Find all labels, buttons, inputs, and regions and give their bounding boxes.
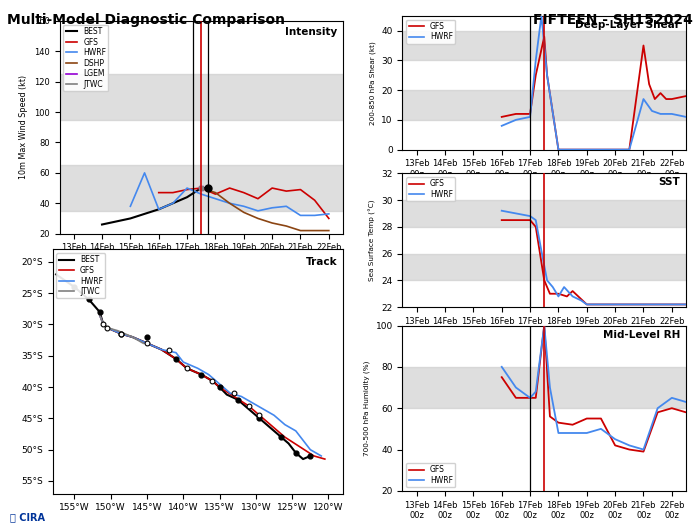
Text: SST: SST bbox=[659, 177, 680, 187]
Point bbox=[181, 364, 193, 373]
Point bbox=[116, 330, 127, 338]
Point bbox=[228, 389, 239, 397]
Bar bbox=[402, 367, 686, 408]
Point bbox=[94, 308, 105, 316]
Text: Deep-Layer Shear: Deep-Layer Shear bbox=[575, 20, 680, 30]
Text: Ⓝ CIRA: Ⓝ CIRA bbox=[10, 512, 46, 522]
Point bbox=[254, 411, 265, 419]
Point bbox=[170, 355, 181, 363]
Point bbox=[232, 395, 244, 404]
Legend: GFS, HWRF: GFS, HWRF bbox=[406, 19, 455, 44]
Bar bbox=[60, 165, 343, 211]
Y-axis label: 700-500 hPa Humidity (%): 700-500 hPa Humidity (%) bbox=[363, 361, 370, 456]
Y-axis label: 10m Max Wind Speed (kt): 10m Max Wind Speed (kt) bbox=[20, 75, 28, 180]
Point bbox=[69, 283, 80, 291]
Legend: BEST, GFS, HWRF, JTWC: BEST, GFS, HWRF, JTWC bbox=[56, 253, 105, 298]
Point bbox=[163, 345, 174, 354]
Point bbox=[141, 333, 153, 341]
Legend: GFS, HWRF: GFS, HWRF bbox=[406, 177, 455, 201]
Point bbox=[206, 376, 218, 385]
Point bbox=[141, 339, 153, 348]
Text: FIFTEEN - SH152024: FIFTEEN - SH152024 bbox=[533, 13, 693, 27]
Point bbox=[254, 414, 265, 423]
Bar bbox=[402, 254, 686, 280]
Bar bbox=[402, 200, 686, 227]
Point bbox=[290, 448, 302, 457]
Legend: GFS, HWRF: GFS, HWRF bbox=[406, 463, 455, 487]
Text: Multi-Model Diagnostic Comparison: Multi-Model Diagnostic Comparison bbox=[7, 13, 285, 27]
Point bbox=[116, 330, 127, 338]
Bar bbox=[402, 90, 686, 120]
Point bbox=[98, 320, 109, 329]
Point bbox=[243, 402, 254, 410]
Point bbox=[214, 383, 225, 391]
Y-axis label: Sea Surface Temp (°C): Sea Surface Temp (°C) bbox=[368, 200, 376, 281]
Point bbox=[276, 433, 287, 442]
Legend: BEST, GFS, HWRF, DSHP, LGEM, JTWC: BEST, GFS, HWRF, DSHP, LGEM, JTWC bbox=[63, 25, 108, 91]
Point bbox=[196, 370, 207, 379]
Point bbox=[304, 452, 316, 460]
Bar bbox=[402, 30, 686, 60]
Text: Intensity: Intensity bbox=[285, 27, 337, 37]
Text: Track: Track bbox=[306, 257, 337, 267]
Text: Mid-Level RH: Mid-Level RH bbox=[603, 330, 680, 340]
Point bbox=[102, 323, 113, 332]
Y-axis label: 200-850 hPa Shear (kt): 200-850 hPa Shear (kt) bbox=[369, 41, 376, 124]
Bar bbox=[60, 74, 343, 120]
Point bbox=[83, 295, 94, 303]
